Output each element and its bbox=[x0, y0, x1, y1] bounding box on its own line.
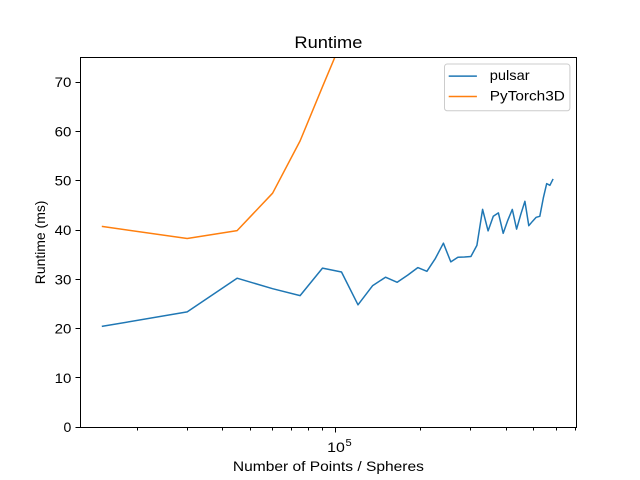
svg-text:70: 70 bbox=[55, 74, 72, 90]
svg-text:0: 0 bbox=[64, 419, 72, 435]
svg-text:30: 30 bbox=[55, 271, 72, 287]
svg-text:40: 40 bbox=[55, 222, 72, 238]
svg-text:20: 20 bbox=[55, 321, 72, 337]
svg-text:60: 60 bbox=[55, 124, 72, 140]
svg-text:Number of Points / Spheres: Number of Points / Spheres bbox=[233, 458, 424, 474]
svg-text:5: 5 bbox=[346, 438, 352, 449]
svg-text:50: 50 bbox=[55, 173, 72, 189]
svg-text:Runtime (ms): Runtime (ms) bbox=[32, 201, 48, 285]
svg-text:10: 10 bbox=[327, 439, 345, 455]
svg-text:pulsar: pulsar bbox=[490, 67, 530, 83]
svg-text:10: 10 bbox=[55, 370, 72, 386]
svg-text:Runtime: Runtime bbox=[294, 33, 362, 52]
svg-text:PyTorch3D: PyTorch3D bbox=[490, 87, 565, 103]
